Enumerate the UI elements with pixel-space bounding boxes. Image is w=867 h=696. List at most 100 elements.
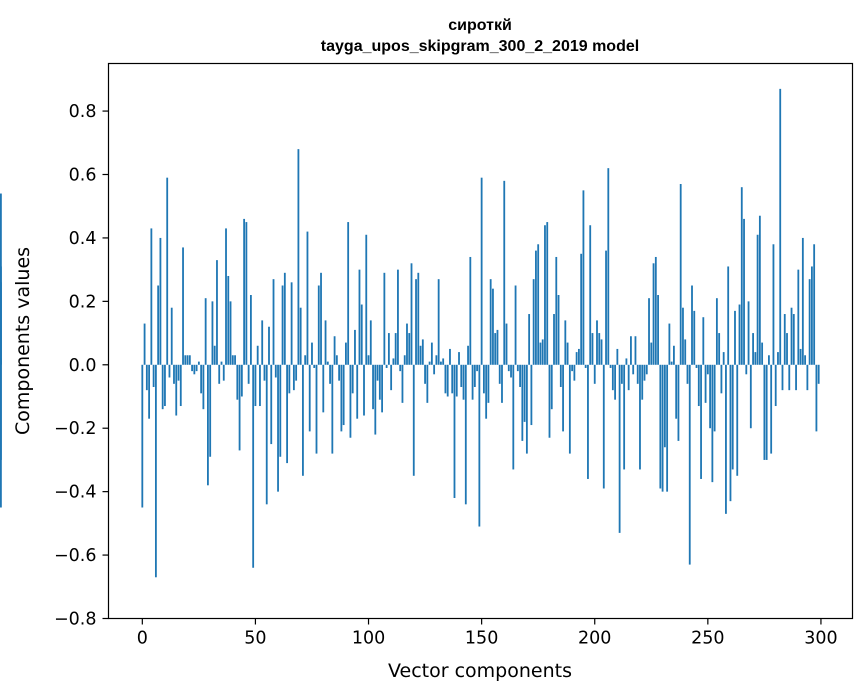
bar-111	[392, 358, 395, 365]
bar-226	[652, 263, 655, 365]
bar-221	[641, 364, 644, 400]
bar-196	[584, 364, 587, 368]
bar-180	[548, 364, 551, 438]
bar-201	[596, 320, 598, 365]
bar-182	[553, 314, 555, 365]
bar-96	[358, 269, 361, 365]
bar-156	[494, 333, 497, 365]
bar-48	[249, 295, 252, 365]
bar-295	[808, 279, 811, 365]
bar-163	[510, 364, 512, 378]
bar-164	[512, 364, 515, 470]
bar-246	[697, 364, 700, 407]
bar-280	[774, 364, 777, 407]
bar-7	[157, 285, 160, 365]
bar-222	[643, 364, 646, 381]
bar-101	[369, 320, 372, 365]
bar-220	[639, 364, 641, 470]
bar-undefined	[0, 193, 2, 365]
bar-263	[736, 364, 739, 476]
bar-58	[272, 279, 275, 365]
bar-53	[261, 320, 264, 365]
bar-24	[195, 364, 198, 372]
bar-136	[449, 348, 451, 365]
bar-159	[501, 364, 503, 403]
bar-218	[634, 336, 637, 365]
bar-0	[141, 364, 144, 508]
bar-118	[408, 333, 411, 365]
bar-209	[614, 364, 616, 400]
bar-45	[243, 218, 246, 365]
bar-39	[229, 301, 232, 365]
bar-114	[399, 364, 402, 372]
bar-273	[758, 215, 761, 365]
bar-179	[546, 222, 549, 365]
bar-93	[351, 364, 354, 394]
bar-150	[480, 177, 483, 365]
bar-97	[360, 304, 363, 365]
bar-264	[738, 304, 741, 365]
bar-294	[806, 364, 809, 391]
bar-141	[460, 364, 463, 387]
bar-30	[209, 364, 212, 457]
bar-14	[173, 364, 175, 384]
bar-117	[406, 323, 408, 365]
bar-124	[421, 339, 424, 365]
bar-52	[259, 364, 261, 407]
bar-245	[695, 364, 698, 368]
bar-293	[804, 355, 807, 365]
bar-197	[587, 364, 589, 479]
bar-299	[817, 364, 820, 384]
bar-37	[225, 228, 227, 365]
bar-249	[704, 364, 707, 403]
bar-102	[372, 364, 374, 410]
y-tick-label: 0.4	[69, 229, 97, 249]
bar-undefined	[0, 358, 2, 365]
bar-200	[593, 364, 596, 384]
bar-42	[236, 364, 239, 400]
bar-112	[394, 333, 397, 365]
bar-undefined	[0, 282, 2, 365]
bar-50	[254, 364, 257, 407]
bar-269	[749, 364, 752, 429]
bar-232	[666, 364, 669, 492]
bar-1	[143, 323, 146, 365]
bar-255	[718, 333, 721, 365]
x-tick-label: 200	[578, 629, 611, 649]
bar-115	[401, 364, 404, 403]
bar-214	[625, 358, 628, 365]
bar-244	[693, 310, 696, 365]
bar-272	[756, 234, 759, 365]
bar-12	[168, 364, 171, 378]
bar-135	[446, 364, 449, 397]
y-tick-label: 0.2	[69, 292, 97, 312]
bar-210	[616, 348, 619, 365]
bar-80	[322, 364, 325, 413]
bar-120	[412, 364, 415, 476]
bar-288	[792, 314, 795, 365]
bar-254	[715, 298, 718, 365]
bar-282	[779, 88, 782, 365]
bar-26	[200, 364, 203, 394]
title-group: сироткй tayga_upos_skipgram_300_2_2019 m…	[321, 17, 639, 55]
bar-168	[521, 364, 524, 441]
bar-276	[765, 364, 768, 460]
bar-99	[365, 234, 368, 365]
bar-137	[451, 364, 454, 394]
bar-270	[752, 333, 754, 365]
bar-4	[150, 228, 153, 365]
bar-265	[740, 187, 743, 365]
bar-71	[302, 364, 304, 476]
bar-142	[462, 364, 465, 400]
bar-186	[562, 364, 564, 432]
bar-69	[297, 149, 300, 365]
bar-228	[657, 295, 659, 365]
bar-236	[675, 364, 678, 419]
bar-77	[315, 364, 318, 454]
bar-72	[304, 355, 307, 365]
bar-281	[777, 352, 779, 365]
bar-20	[186, 355, 189, 365]
bar-152	[485, 364, 488, 419]
bar-109	[387, 333, 390, 365]
